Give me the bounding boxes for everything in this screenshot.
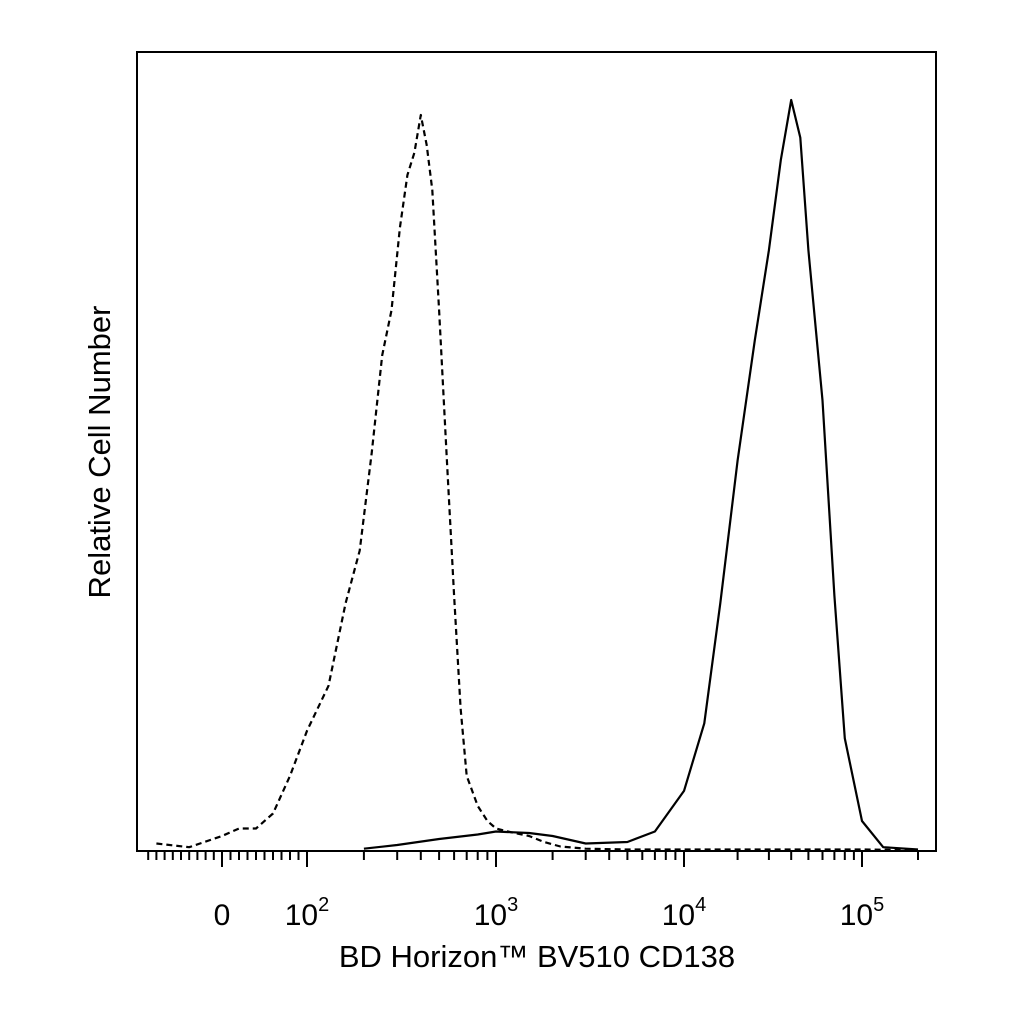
series-line-solid bbox=[363, 98, 919, 851]
series-line-dashed bbox=[156, 113, 919, 852]
x-tick-label: 0 bbox=[214, 899, 231, 932]
x-tick-labels: 0 102 103 104 105 bbox=[214, 894, 885, 932]
x-axis-title: BD Horizon™ BV510 CD138 bbox=[339, 939, 735, 974]
y-axis-title: Relative Cell Number bbox=[82, 306, 117, 599]
x-tick-marks bbox=[147, 851, 919, 867]
x-tick-label: 105 bbox=[840, 894, 885, 932]
series-layer bbox=[156, 98, 919, 852]
plot-frame bbox=[136, 51, 937, 852]
x-tick-label: 104 bbox=[662, 894, 707, 932]
x-tick-label: 102 bbox=[285, 894, 330, 932]
x-tick-label: 103 bbox=[474, 894, 519, 932]
